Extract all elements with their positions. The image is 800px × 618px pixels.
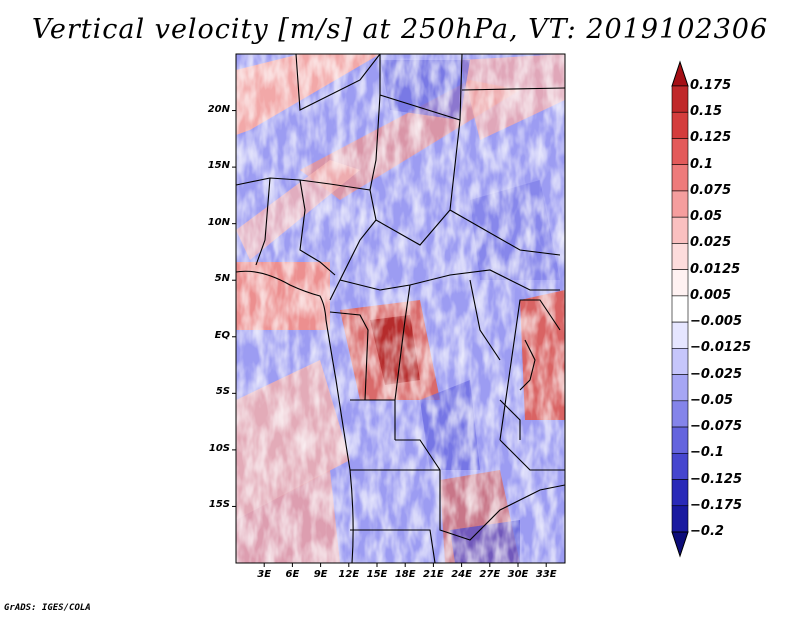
colorbar-level-label: 0.125 xyxy=(690,130,732,146)
lon-tick-label: 33E xyxy=(535,569,557,580)
colorbar-bin xyxy=(671,111,689,139)
colorbar-level-label: 0.175 xyxy=(690,78,732,93)
colorbar-bin xyxy=(671,426,689,454)
lon-tick-label: 3E xyxy=(257,569,272,580)
colorbar-bin xyxy=(671,190,689,218)
colorbar-bin xyxy=(671,164,689,192)
colorbar-bin xyxy=(671,295,689,323)
lat-tick-label: 5N xyxy=(214,273,230,285)
colorbar-max-triangle xyxy=(671,60,689,87)
colorbar-min-triangle xyxy=(671,531,689,558)
colorbar-bin xyxy=(671,85,689,113)
colorbar-level-label: −0.005 xyxy=(690,314,743,330)
lon-tick-label: 30E xyxy=(507,569,529,580)
colorbar-level-label: 0.025 xyxy=(690,235,732,251)
colorbar-level-label: 0.0125 xyxy=(690,261,741,277)
colorbar-bin xyxy=(671,243,689,270)
colorbar-bin xyxy=(671,269,689,297)
colorbar xyxy=(671,60,689,558)
colorbar-level-label: −0.125 xyxy=(690,471,743,487)
lat-tick-label: 15S xyxy=(208,499,230,511)
lon-tick-label: 21E xyxy=(423,569,444,580)
colorbar-bin xyxy=(671,138,689,166)
colorbar-level-label: 0.05 xyxy=(690,209,723,225)
map-title: Vertical velocity [m/s] at 250hPa, VT: 2… xyxy=(31,14,769,45)
colorbar-bin xyxy=(671,400,689,428)
colorbar-bin xyxy=(671,374,689,402)
colorbar-bin xyxy=(671,348,689,375)
latitude-tick-marks xyxy=(232,110,236,507)
colorbar-level-label: −0.05 xyxy=(690,392,733,408)
velocity-field xyxy=(236,54,565,563)
colorbar-bin xyxy=(671,452,689,480)
colorbar-level-label: −0.025 xyxy=(690,366,743,382)
colorbar-level-label: −0.2 xyxy=(690,524,724,539)
map-frame xyxy=(235,53,566,564)
lat-tick-label: 5S xyxy=(215,386,230,398)
colorbar-level-label: 0.1 xyxy=(690,156,714,172)
colorbar-level-label: −0.075 xyxy=(690,419,743,435)
lon-tick-label: 24E xyxy=(451,569,472,580)
country-borders xyxy=(236,54,565,563)
lat-tick-label: 15N xyxy=(207,160,230,172)
lon-tick-label: 6E xyxy=(285,569,300,580)
longitude-tick-marks xyxy=(263,563,547,567)
colorbar-level-label: 0.15 xyxy=(690,104,723,120)
lat-tick-label: 20N xyxy=(207,103,230,115)
colorbar-bin xyxy=(671,321,689,349)
lon-tick-label: 12E xyxy=(338,569,360,580)
lon-tick-label: 9E xyxy=(313,569,328,580)
lon-tick-label: 18E xyxy=(394,569,416,580)
lon-tick-label: 15E xyxy=(366,569,388,580)
lat-tick-label: EQ xyxy=(214,329,230,341)
colorbar-level-label: −0.175 xyxy=(690,497,743,513)
colorbar-bin xyxy=(671,216,689,244)
lat-tick-label: 10S xyxy=(208,442,230,454)
colorbar-level-label: −0.1 xyxy=(690,445,724,461)
colorbar-level-label: −0.0125 xyxy=(690,340,752,356)
field-texture xyxy=(236,54,565,563)
colorbar-bin xyxy=(671,479,689,507)
colorbar-bin xyxy=(671,505,689,533)
credit-text: GrADS: IGES/COLA xyxy=(4,603,91,613)
colorbar-level-label: 0.075 xyxy=(690,182,732,198)
colorbar-level-label: 0.005 xyxy=(690,287,732,303)
lon-tick-label: 27E xyxy=(479,569,501,580)
lat-tick-label: 10N xyxy=(207,216,230,228)
